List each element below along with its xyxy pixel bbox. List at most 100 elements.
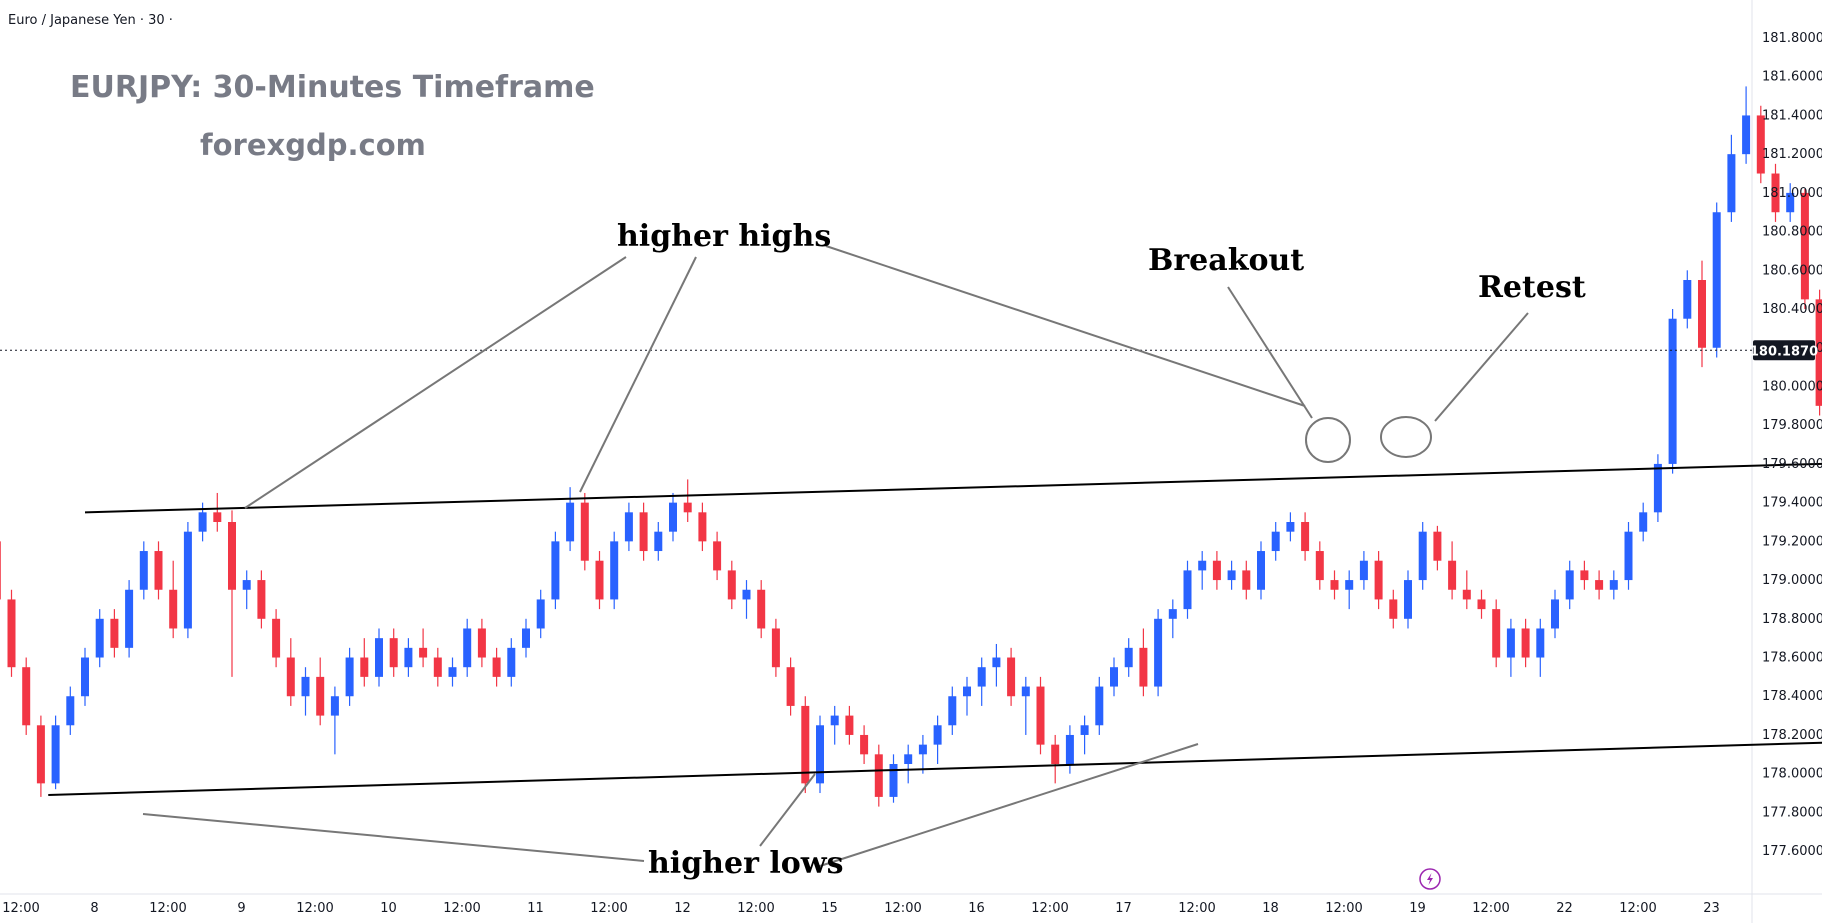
y-tick-label: 180.0000 [1762, 379, 1822, 394]
trendline-resistance[interactable] [84, 410, 1822, 514]
candle [786, 657, 795, 716]
candle-body [1080, 725, 1089, 735]
candle-body [1124, 647, 1133, 668]
y-tick-label: 179.4000 [1762, 496, 1822, 511]
candle-body [1551, 599, 1559, 629]
symbol-label[interactable]: Euro / Japanese Yen · 30 · [8, 13, 173, 28]
candle-body [433, 657, 442, 677]
candle-body [742, 589, 751, 600]
candle [1374, 551, 1383, 610]
candle-body [154, 551, 163, 590]
y-tick-label: 181.2000 [1762, 147, 1822, 162]
x-tick-label: 18 [1262, 901, 1279, 916]
candle-body [1227, 570, 1236, 581]
x-tick-label: 22 [1556, 901, 1573, 916]
candle-body [698, 512, 707, 542]
candle [51, 715, 60, 790]
candle-body [448, 667, 457, 677]
pointer-lines [142, 245, 1529, 868]
candle-body [316, 676, 325, 716]
candle [272, 609, 281, 668]
candle [1124, 638, 1133, 677]
candle [1521, 618, 1530, 668]
candle [977, 657, 986, 706]
candle-body [1624, 531, 1633, 581]
candle [213, 492, 222, 532]
candle-body [1727, 154, 1736, 213]
candle [1815, 289, 1822, 416]
candle [1301, 512, 1310, 561]
candle-body [1653, 463, 1662, 513]
candle-body [1021, 686, 1030, 697]
candle [624, 502, 633, 552]
candle [1286, 512, 1295, 542]
candle-body [1198, 560, 1207, 571]
x-tick-label: 12:00 [443, 901, 480, 916]
candle-body [918, 744, 927, 755]
x-tick-label: 12:00 [884, 901, 921, 916]
candle-body [1639, 512, 1648, 532]
candle [1154, 609, 1163, 697]
candle [1433, 525, 1442, 571]
candle [1404, 570, 1412, 629]
candle [1227, 560, 1236, 590]
candle-body [1271, 531, 1280, 552]
candle-body [66, 696, 75, 726]
candle-body [7, 599, 16, 668]
candle [1021, 676, 1030, 735]
candle-body [228, 522, 236, 590]
candle [360, 638, 369, 687]
x-tick-label: 11 [527, 901, 544, 916]
candle [874, 744, 883, 807]
candle-body [492, 657, 501, 677]
x-tick-label: 12:00 [590, 901, 627, 916]
candle [139, 541, 148, 600]
candle-body [786, 667, 795, 706]
pointer-higher-highs-3 [825, 245, 1306, 407]
candle [1668, 309, 1677, 474]
candle-body [1212, 560, 1221, 581]
price-tag-label: 180.1870 [1750, 344, 1818, 359]
candle-body [610, 541, 619, 600]
candle [1536, 618, 1545, 677]
candle-body [757, 589, 766, 629]
y-tick-label: 178.2000 [1762, 728, 1822, 743]
candle-body [1154, 618, 1163, 687]
annotation-higher-highs: higher highs [617, 219, 831, 254]
candle [1359, 551, 1368, 590]
candle-body [1771, 173, 1780, 213]
candle [1492, 599, 1501, 668]
candle [610, 531, 619, 610]
candle [1609, 570, 1618, 600]
candle-body [1433, 531, 1442, 561]
candle [860, 725, 869, 764]
candle [771, 618, 780, 677]
candle [948, 686, 957, 735]
candle-body [904, 754, 913, 764]
candle [1551, 589, 1559, 639]
candle [727, 560, 736, 610]
lightning-icon[interactable] [1419, 868, 1441, 890]
candle-body [1315, 551, 1324, 581]
candle [169, 560, 178, 639]
candle-body [1286, 522, 1295, 532]
candle [1477, 589, 1486, 619]
candle [1786, 183, 1795, 222]
trendline-support[interactable] [48, 694, 1822, 796]
candle-body [1742, 115, 1751, 155]
y-tick-label: 177.6000 [1762, 844, 1822, 859]
candle [1448, 541, 1457, 600]
candle-body [580, 502, 589, 561]
candle [669, 492, 677, 542]
candle [1653, 454, 1662, 522]
candle [389, 628, 398, 677]
candle [1742, 86, 1751, 164]
x-axis-ticks[interactable]: 12:00 8 12:00 9 12:00 10 12:00 11 12:00 12 12:00 15… [2, 901, 1720, 916]
annotation-breakout: Breakout [1148, 243, 1304, 278]
x-tick-label: 12 [674, 901, 691, 916]
candle-body [1492, 609, 1501, 658]
candle [1168, 599, 1177, 639]
candle [1183, 560, 1192, 619]
candle-body [36, 725, 45, 784]
